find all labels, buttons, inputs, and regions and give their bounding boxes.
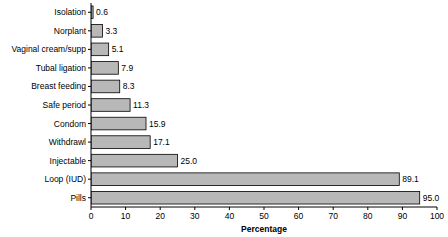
x-tick	[298, 207, 299, 210]
data-label: 0.6	[96, 7, 108, 17]
category-label: Breast feeding	[31, 81, 86, 91]
data-label: 7.9	[121, 63, 133, 73]
category-label: Pills	[70, 193, 86, 203]
data-label: 95.0	[423, 193, 440, 203]
x-axis-title: Percentage	[241, 224, 287, 234]
category-label: Vaginal cream/supp	[12, 44, 87, 54]
bars	[91, 6, 420, 204]
category-label: Safe period	[43, 100, 87, 110]
category-label: Loop (IUD)	[44, 174, 86, 184]
data-label: 11.3	[133, 100, 149, 110]
bar	[91, 173, 399, 186]
x-tick	[367, 207, 368, 210]
bar	[91, 154, 178, 167]
data-label: 3.3	[105, 26, 117, 36]
data-label: 25.0	[181, 156, 198, 166]
x-tick-label: 50	[259, 211, 269, 221]
x-tick-label: 100	[430, 211, 444, 221]
data-label: 8.3	[123, 81, 135, 91]
bar	[91, 99, 130, 112]
x-tick-label: 60	[294, 211, 304, 221]
x-tick-label: 20	[155, 211, 165, 221]
category-label: Tubal ligation	[36, 63, 87, 73]
y-tick	[88, 197, 91, 198]
data-label: 15.9	[149, 119, 166, 129]
bar	[91, 25, 102, 38]
x-tick-label: 80	[363, 211, 373, 221]
x-tick	[229, 207, 230, 210]
category-label: Injectable	[50, 156, 87, 166]
x-tick	[160, 207, 161, 210]
bar	[91, 43, 109, 56]
y-tick	[88, 86, 91, 87]
chart-container: 0.6 3.3 5.1 7.9 8.3 11.315.9 17.1 25.0 89.1 95.0 I…	[0, 0, 448, 237]
category-label: Withdrawl	[49, 137, 86, 147]
page: {"chart_data": {"type": "bar", "orientat…	[0, 0, 448, 237]
x-tick	[125, 207, 126, 210]
data-label: 89.1	[402, 174, 419, 184]
bar	[91, 117, 146, 130]
x-tick	[194, 207, 195, 210]
category-label: Condom	[54, 119, 86, 129]
y-tick	[88, 142, 91, 143]
bar	[91, 62, 118, 75]
x-tick-label: 30	[190, 211, 200, 221]
chart: 0.6 3.3 5.1 7.9 8.3 11.315.9 17.1 25.0 89.1 95.0 I…	[0, 0, 448, 237]
bar	[91, 136, 150, 149]
x-tick-label: 10	[121, 211, 131, 221]
category-label: Norplant	[54, 26, 87, 36]
y-tick	[88, 67, 91, 68]
category-label: Isolation	[54, 7, 86, 17]
bar	[91, 80, 120, 93]
x-tick-label: 0	[89, 211, 94, 221]
y-tick	[88, 123, 91, 124]
bar	[91, 191, 420, 204]
x-tick-label: 90	[398, 211, 408, 221]
data-label: 5.1	[112, 44, 124, 54]
x-tick	[91, 207, 92, 210]
x-tick	[264, 207, 265, 210]
y-tick	[88, 12, 91, 13]
y-tick	[88, 179, 91, 180]
x-tick	[402, 207, 403, 210]
x-tick-label: 70	[328, 211, 338, 221]
y-tick	[88, 105, 91, 106]
x-tick-label: 40	[225, 211, 235, 221]
y-tick	[88, 30, 91, 31]
x-tick	[437, 207, 438, 210]
x-tick	[333, 207, 334, 210]
y-tick	[88, 160, 91, 161]
y-tick	[88, 49, 91, 50]
data-label: 17.1	[153, 137, 170, 147]
